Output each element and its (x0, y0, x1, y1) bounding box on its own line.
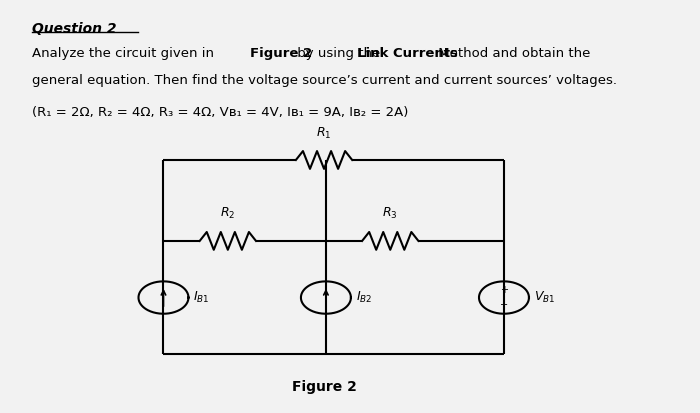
Text: $I_{B2}$: $I_{B2}$ (356, 290, 372, 305)
Text: Link Currents: Link Currents (357, 47, 458, 59)
Text: $R_1$: $R_1$ (316, 126, 332, 140)
Text: Analyze the circuit given in: Analyze the circuit given in (32, 47, 218, 59)
Text: +: + (500, 285, 508, 295)
Text: general equation. Then find the voltage source’s current and current sources’ vo: general equation. Then find the voltage … (32, 74, 617, 87)
Text: $R_2$: $R_2$ (220, 206, 235, 221)
Text: (R₁ = 2Ω, R₂ = 4Ω, R₃ = 4Ω, Vʙ₁ = 4V, Iʙ₁ = 9A, Iʙ₂ = 2A): (R₁ = 2Ω, R₂ = 4Ω, R₃ = 4Ω, Vʙ₁ = 4V, Iʙ… (32, 106, 409, 119)
Text: $R_3$: $R_3$ (382, 206, 398, 221)
Text: Figure 2: Figure 2 (250, 47, 312, 59)
Text: Question 2: Question 2 (32, 22, 117, 36)
Text: Method and obtain the: Method and obtain the (434, 47, 590, 59)
Text: $V_{B1}$: $V_{B1}$ (534, 290, 555, 305)
Text: by using the: by using the (293, 47, 385, 59)
Text: −: − (500, 300, 508, 310)
Text: Figure 2: Figure 2 (292, 380, 356, 394)
Text: $I_{B1}$: $I_{B1}$ (193, 290, 210, 305)
